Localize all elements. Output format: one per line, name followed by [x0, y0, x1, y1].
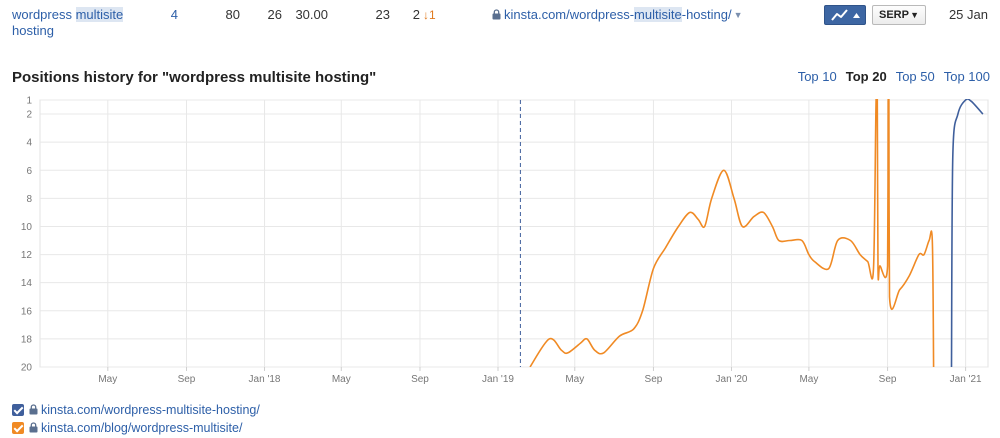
x-tick-label: Jan '19	[482, 374, 514, 385]
y-tick-label: 1	[26, 96, 32, 107]
chart-trend-icon	[831, 9, 860, 21]
position-change: ↓1	[423, 8, 436, 22]
keyword-suffix: hosting	[12, 23, 54, 38]
x-tick-label: Jan '21	[950, 374, 982, 385]
caret-down-icon: ▼	[910, 10, 919, 20]
series-line-multisite-hosting	[950, 99, 984, 367]
legend-item-blog-multisite[interactable]: kinsta.com/blog/wordpress-multisite/	[12, 421, 242, 435]
x-tick-label: May	[565, 374, 584, 385]
x-tick-label: May	[98, 374, 117, 385]
tab-top-10[interactable]: Top 10	[797, 69, 837, 84]
x-tick-label: Jan '18	[249, 374, 281, 385]
cpc: 30.00	[295, 7, 328, 22]
lock-icon	[29, 404, 38, 415]
tab-top-50[interactable]: Top 50	[895, 69, 935, 84]
keyword-link[interactable]: wordpress multisite hosting	[12, 7, 142, 39]
legend-item-multisite-hosting[interactable]: kinsta.com/wordpress-multisite-hosting/	[12, 403, 260, 417]
x-tick-label: Sep	[411, 374, 429, 385]
ranking-url-link[interactable]: kinsta.com/wordpress-multisite-hosting/▼	[492, 7, 743, 23]
url-highlight: multisite	[634, 7, 682, 22]
serp-dropdown[interactable]: SERP ▼	[872, 5, 926, 25]
checkbox-checked-icon[interactable]	[12, 404, 24, 416]
y-tick-label: 2	[26, 110, 32, 121]
last-updated-date: 25 Jan	[948, 7, 988, 22]
legend-label: kinsta.com/blog/wordpress-multisite/	[41, 421, 243, 435]
y-tick-label: 8	[26, 194, 32, 205]
x-tick-label: Sep	[645, 374, 663, 385]
x-tick-label: May	[799, 374, 818, 385]
chart-title: Positions history for "wordpress multisi…	[12, 69, 377, 86]
url-prefix: kinsta.com/wordpress-	[504, 7, 635, 22]
y-tick-label: 18	[21, 334, 33, 345]
y-tick-label: 16	[21, 306, 33, 317]
traffic: 23	[375, 7, 390, 22]
keyword-difficulty: 4	[170, 7, 178, 22]
y-tick-label: 4	[26, 138, 32, 149]
tab-top-20[interactable]: Top 20	[845, 69, 887, 84]
legend-label: kinsta.com/wordpress-multisite-hosting/	[41, 403, 260, 417]
tab-top-100[interactable]: Top 100	[943, 69, 990, 84]
lock-icon	[29, 422, 38, 433]
series-line-blog-multisite	[529, 99, 935, 367]
top-range-tabs: Top 10 Top 20 Top 50 Top 100	[789, 69, 990, 84]
y-tick-label: 20	[21, 363, 33, 374]
y-tick-label: 10	[21, 222, 33, 233]
x-tick-label: Jan '20	[716, 374, 748, 385]
x-tick-label: May	[332, 374, 351, 385]
caret-down-icon[interactable]: ▼	[733, 10, 743, 20]
position: 2	[412, 7, 420, 22]
keyword-prefix: wordpress	[12, 7, 76, 22]
search-volume: 80	[225, 7, 240, 22]
x-tick-label: Sep	[879, 374, 897, 385]
y-tick-label: 14	[21, 278, 33, 289]
keyword-row: wordpress multisite hosting 4 80 26 30.00…	[0, 0, 1000, 44]
plot-area	[39, 99, 989, 368]
y-tick-label: 12	[21, 250, 33, 261]
y-tick-label: 6	[26, 166, 32, 177]
checkbox-checked-icon[interactable]	[12, 422, 24, 434]
lock-icon	[492, 9, 501, 20]
position-chart-button[interactable]	[824, 5, 866, 25]
clicks: 26	[267, 7, 282, 22]
url-suffix: -hosting/	[681, 7, 732, 22]
x-tick-label: Sep	[178, 374, 196, 385]
keyword-highlight: multisite	[75, 7, 124, 22]
serp-label: SERP	[879, 9, 909, 21]
